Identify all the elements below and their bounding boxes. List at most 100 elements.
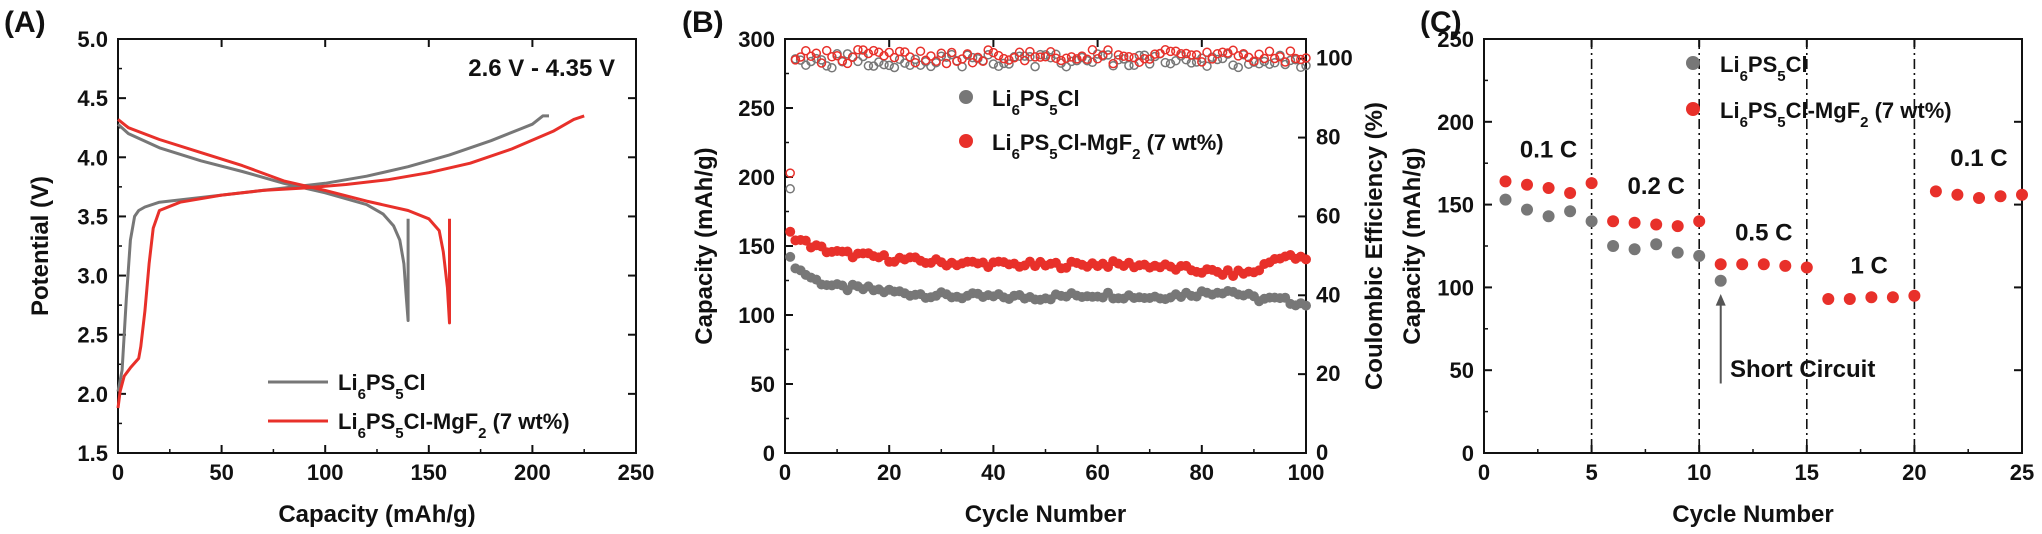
- efficiency-point: [941, 58, 952, 69]
- capacity-point: [1822, 293, 1835, 305]
- efficiency-point: [1144, 54, 1155, 64]
- efficiency-point: [1197, 57, 1207, 67]
- panel-label: (B): [682, 6, 724, 39]
- efficiency-point: [858, 51, 868, 62]
- short-circuit-label: Short Circuit: [1730, 356, 1875, 383]
- y-tick-label: 200: [1437, 110, 1474, 135]
- legend-label: Li6PS5Cl: [1720, 52, 1808, 85]
- efficiency-point: [1233, 51, 1244, 61]
- efficiency-point: [983, 50, 993, 60]
- capacity-point: [1929, 185, 1942, 198]
- efficiency-point: [1181, 48, 1191, 59]
- y-tick-label: 50: [751, 372, 775, 397]
- y2-tick-label: 0: [1316, 440, 1328, 465]
- efficiency-point: [837, 56, 848, 66]
- capacity-point: [1908, 289, 1921, 302]
- capacity-point: [785, 226, 796, 237]
- efficiency-point: [1072, 54, 1082, 64]
- efficiency-point: [952, 56, 962, 67]
- efficiency-point: [1025, 46, 1035, 57]
- legend-label: Li6PS5Cl-MgF2 (7 wt%): [992, 130, 1224, 163]
- efficiency-point: [1217, 47, 1228, 57]
- efficiency-point: [993, 50, 1004, 61]
- panel-label: (A): [4, 6, 46, 39]
- capacity-point: [1865, 291, 1878, 304]
- efficiency-point: [1150, 49, 1160, 59]
- efficiency-point: [1285, 46, 1296, 56]
- efficiency-point: [1259, 53, 1270, 64]
- y-tick-label: 50: [1450, 358, 1474, 383]
- capacity-point: [1693, 215, 1706, 228]
- legend-marker: [959, 134, 973, 148]
- capacity-point: [1714, 258, 1727, 271]
- x-axis-label: Cycle Number: [965, 501, 1126, 528]
- capacity-point: [1521, 178, 1533, 191]
- capacity-point: [1499, 193, 1512, 206]
- efficiency-point: [910, 57, 921, 68]
- efficiency-point: [827, 63, 837, 73]
- efficiency-point: [1254, 59, 1264, 69]
- efficiency-point: [1040, 52, 1051, 62]
- efficiency-point: [900, 47, 910, 57]
- efficiency-point: [993, 61, 1004, 72]
- capacity-point: [1800, 261, 1813, 274]
- efficiency-point: [900, 58, 910, 68]
- efficiency-point: [1061, 53, 1072, 63]
- efficiency-point: [1171, 55, 1181, 66]
- efficiency-point: [936, 48, 947, 58]
- x-tick-label: 0: [1478, 460, 1490, 485]
- efficiency-point: [1009, 53, 1019, 63]
- legend-label: Li6PS5Cl-MgF2 (7 wt%): [1720, 98, 1952, 131]
- efficiency-point: [827, 52, 837, 62]
- x-tick-label: 0: [112, 460, 124, 485]
- capacity-point: [2016, 188, 2028, 201]
- efficiency-point: [988, 59, 999, 69]
- efficiency-point: [1051, 53, 1061, 63]
- efficiency-point: [1165, 46, 1176, 57]
- capacity-point: [1542, 210, 1555, 223]
- y-tick-label: 250: [1437, 27, 1474, 52]
- efficiency-point: [1296, 62, 1306, 73]
- efficiency-point: [1264, 59, 1275, 69]
- y-tick-label: 3.5: [77, 204, 108, 229]
- efficiency-point: [1191, 50, 1202, 60]
- efficiency-point: [1087, 45, 1098, 55]
- efficiency-point: [1269, 58, 1280, 68]
- efficiency-point: [1228, 45, 1238, 56]
- efficiency-point: [967, 57, 978, 68]
- x-tick-label: 200: [514, 460, 551, 485]
- efficiency-point: [1019, 55, 1030, 66]
- efficiency-point: [1228, 60, 1238, 70]
- efficiency-point: [1176, 49, 1186, 59]
- y-tick-label: 4.0: [77, 145, 108, 170]
- efficiency-point: [1014, 47, 1025, 58]
- capacity-point: [1607, 215, 1620, 228]
- x-tick-label: 60: [1085, 460, 1109, 485]
- legend-label: Li6PS5Cl-MgF2 (7 wt%): [338, 409, 570, 442]
- efficiency-point: [853, 44, 863, 55]
- efficiency-point: [1290, 53, 1301, 64]
- efficiency-point: [811, 48, 822, 58]
- efficiency-point: [1212, 54, 1223, 65]
- efficiency-point: [889, 52, 900, 63]
- y2-tick-label: 100: [1316, 46, 1353, 71]
- efficiency-point: [910, 54, 921, 65]
- efficiency-point: [1051, 49, 1061, 60]
- capacity-point: [1585, 215, 1598, 228]
- voltage-window-annotation: 2.6 V - 4.35 V: [468, 55, 615, 82]
- capacity-point: [1671, 246, 1684, 259]
- capacity-point: [1843, 293, 1856, 305]
- rate-label: 0.2 C: [1627, 173, 1684, 200]
- efficiency-point: [1280, 57, 1290, 67]
- efficiency-point: [988, 47, 999, 58]
- efficiency-point: [946, 47, 957, 58]
- efficiency-point: [884, 47, 894, 58]
- y-axis-label: Potential (V): [27, 176, 54, 316]
- y-axis-label: Capacity (mAh/g): [691, 147, 718, 344]
- capacity-point: [1736, 258, 1749, 271]
- legend-label: Li6PS5Cl: [338, 370, 426, 403]
- capacity-point: [1628, 243, 1641, 256]
- rate-label: 0.1 C: [1520, 136, 1577, 163]
